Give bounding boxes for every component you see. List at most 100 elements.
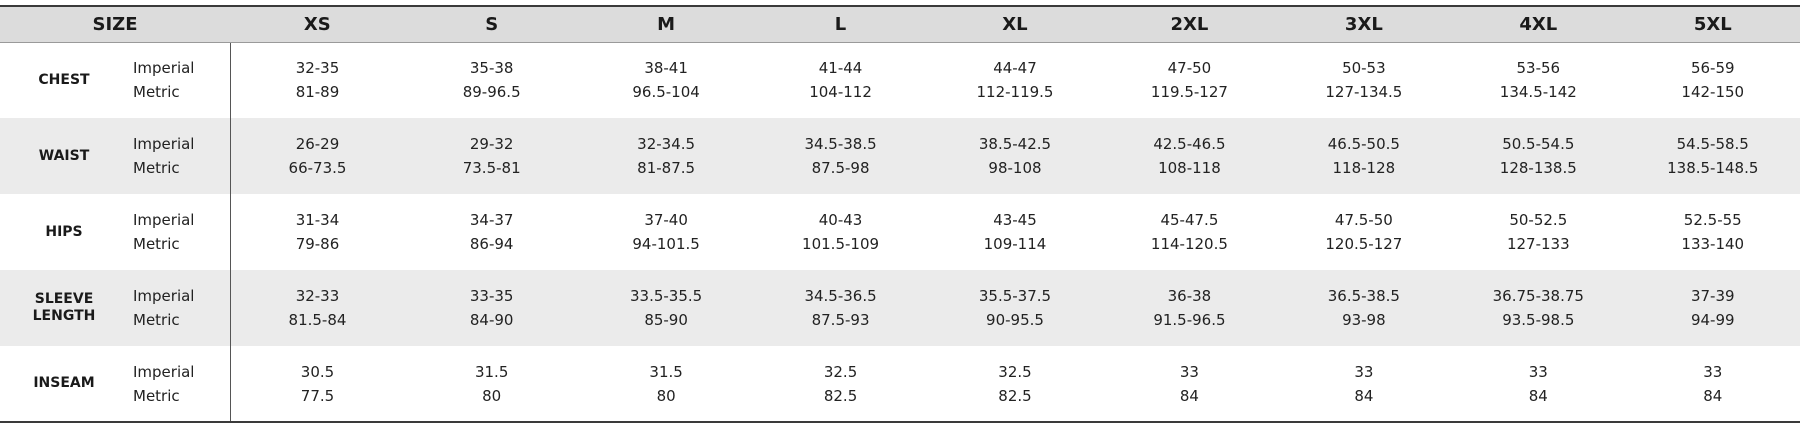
imperial-value: 33 (1703, 362, 1723, 381)
imperial-value: 40-43 (818, 211, 863, 229)
metric-label: Metric (133, 159, 180, 177)
imperial-value: 41-44 (818, 59, 863, 78)
imperial-value: 33.5-35.5 (630, 287, 703, 305)
size-value-cell: 29-32 73.5-81 (404, 118, 578, 194)
metric-value: 79-86 (295, 235, 340, 253)
imperial-value: 50.5-54.5 (1502, 135, 1575, 153)
metric-value: 66-73.5 (288, 159, 347, 177)
imperial-value: 30.5 (300, 362, 335, 381)
size-value-cell: 32-35 81-89 (230, 42, 404, 118)
imperial-value: 50-53 (1342, 59, 1386, 78)
size-value-cell: 50-53 127-134.5 (1277, 42, 1451, 118)
size-value-cell: 34.5-38.5 87.5-98 (753, 118, 927, 194)
size-value-cell: 36.5-38.5 93-98 (1277, 270, 1451, 346)
metric-value: 112-119.5 (976, 83, 1054, 102)
measurement-row: WAIST Imperial Metric 26-29 66-73.5 29-32 73.5… (0, 118, 1800, 194)
imperial-value: 56-59 (1690, 59, 1735, 78)
size-value-cell: 44-47 112-119.5 (928, 42, 1102, 118)
imperial-value: 33 (1179, 362, 1199, 381)
metric-value: 84 (1528, 386, 1548, 405)
size-value-cell: 31.5 80 (404, 346, 579, 423)
size-value-cell: 38-41 96.5-104 (579, 42, 753, 118)
metric-value: 85-90 (644, 311, 688, 329)
size-value-cell: 47-50 119.5-127 (1102, 42, 1276, 118)
imperial-label: Imperial (133, 362, 195, 381)
size-value-cell: 32-34.5 81-87.5 (579, 118, 753, 194)
size-value-cell: 46.5-50.5 118-128 (1277, 118, 1451, 194)
metric-value: 77.5 (300, 386, 335, 405)
size-column-header: M (578, 5, 754, 43)
size-value-cell: 54.5-58.5 138.5-148.5 (1626, 118, 1800, 194)
imperial-label: Imperial (133, 135, 195, 153)
metric-value: 133-140 (1681, 235, 1745, 253)
size-value-cell: 34.5-36.5 87.5-93 (753, 270, 927, 346)
imperial-value: 38.5-42.5 (978, 135, 1052, 153)
imperial-value: 31.5 (474, 362, 509, 381)
imperial-value: 54.5-58.5 (1676, 135, 1749, 153)
metric-value: 89-96.5 (462, 83, 521, 102)
size-value-cell: 33-35 84-90 (404, 270, 578, 346)
imperial-value: 32.5 (998, 362, 1032, 381)
metric-value: 94-101.5 (632, 235, 700, 253)
metric-value: 87.5-98 (811, 159, 870, 177)
metric-value: 98-108 (988, 159, 1042, 177)
metric-value: 94-99 (1690, 311, 1735, 329)
size-value-cell: 26-29 66-73.5 (230, 118, 404, 194)
size-value-cell: 33 84 (1625, 346, 1800, 423)
header-row: SIZE XS S M L XL 2XL 3XL 4XL 5XL (0, 5, 1800, 43)
size-column-header: S (404, 5, 579, 43)
measurement-row: INSEAM Imperial Metric 30.5 77.5 31.5 80 31.5 80… (0, 346, 1800, 423)
imperial-value: 37-39 (1690, 287, 1735, 305)
imperial-value: 31.5 (649, 362, 683, 381)
size-column-header: 2XL (1102, 5, 1277, 43)
metric-value: 114-120.5 (1150, 235, 1228, 253)
size-column-header: XS (230, 5, 405, 43)
imperial-value: 26-29 (295, 135, 340, 153)
metric-value: 84-90 (469, 311, 514, 329)
size-value-cell: 53-56 134.5-142 (1451, 42, 1625, 118)
metric-value: 108-118 (1158, 159, 1221, 177)
metric-value: 101.5-109 (802, 235, 880, 253)
metric-value: 87.5-93 (811, 311, 870, 329)
metric-value: 80 (482, 386, 502, 405)
metric-label: Metric (133, 386, 180, 405)
metric-value: 81.5-84 (288, 311, 347, 329)
metric-value: 138.5-148.5 (1667, 159, 1759, 177)
imperial-value: 34.5-38.5 (804, 135, 877, 153)
metric-value: 120.5-127 (1325, 235, 1403, 253)
measurement-name-line: INSEAM (33, 375, 95, 391)
imperial-value: 32-33 (295, 287, 340, 305)
size-value-cell: 52.5-55 133-140 (1626, 194, 1800, 270)
measurement-name-line: LENGTH (32, 308, 96, 324)
metric-value: 109-114 (983, 235, 1047, 253)
size-value-cell: 32.5 82.5 (753, 346, 928, 423)
size-value-cell: 45-47.5 114-120.5 (1102, 194, 1276, 270)
imperial-value: 33-35 (469, 287, 514, 305)
imperial-label: Imperial (133, 211, 195, 229)
imperial-value: 35-38 (469, 59, 514, 78)
measurement-name: INSEAM (0, 346, 128, 423)
metric-value: 82.5 (823, 386, 858, 405)
measurement-name: SLEEVE LENGTH (0, 270, 128, 346)
size-value-cell: 43-45 109-114 (928, 194, 1102, 270)
metric-value: 118-128 (1332, 159, 1396, 177)
imperial-value: 29-32 (469, 135, 514, 153)
size-value-cell: 37-39 94-99 (1626, 270, 1800, 346)
metric-value: 81-87.5 (637, 159, 696, 177)
metric-value: 127-134.5 (1325, 83, 1403, 102)
metric-value: 104-112 (809, 83, 872, 102)
size-column-header: XL (927, 5, 1103, 43)
metric-value: 119.5-127 (1150, 83, 1228, 102)
imperial-value: 34-37 (469, 211, 514, 229)
imperial-value: 34.5-36.5 (804, 287, 877, 305)
metric-value: 90-95.5 (986, 311, 1044, 329)
metric-value: 81-89 (295, 83, 340, 102)
size-header: SIZE (0, 5, 231, 43)
size-value-cell: 33.5-35.5 85-90 (579, 270, 753, 346)
size-column-header: 4XL (1451, 5, 1626, 43)
measurement-name: CHEST (0, 42, 128, 118)
measurement-name-line: HIPS (45, 223, 83, 240)
imperial-value: 46.5-50.5 (1327, 135, 1400, 153)
size-value-cell: 33 84 (1102, 346, 1277, 423)
imperial-value: 32-35 (295, 59, 340, 78)
